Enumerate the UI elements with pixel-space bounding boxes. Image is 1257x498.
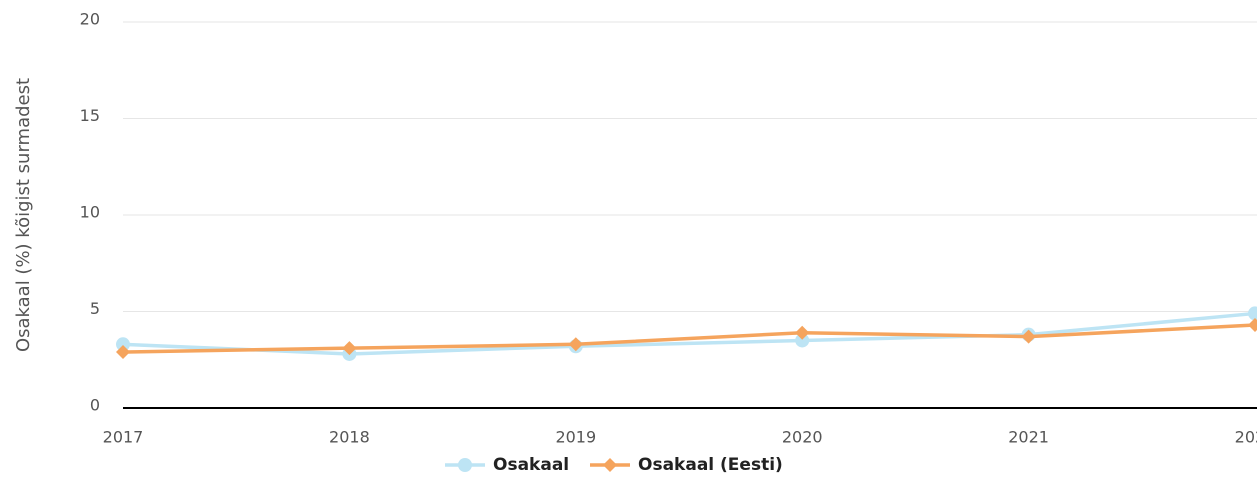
point	[342, 341, 357, 356]
y-tick-label: 0	[90, 396, 100, 415]
x-tick-label: 2017	[103, 428, 144, 447]
x-tick-label: 2019	[555, 428, 596, 447]
point	[1248, 318, 1257, 333]
legend-label: Osakaal (Eesti)	[638, 455, 783, 475]
point	[116, 345, 130, 360]
series-line	[122, 311, 1256, 356]
point	[795, 325, 810, 340]
y-tick-label: 5	[90, 299, 100, 318]
series-line	[122, 323, 1256, 354]
y-axis-label: Osakaal (%) kõigist surmadest	[13, 78, 34, 352]
y-tick-label: 20	[80, 10, 100, 29]
legend-label: Osakaal	[493, 455, 569, 475]
point	[458, 458, 472, 472]
point	[1248, 306, 1257, 321]
x-tick-label: 2018	[329, 428, 370, 447]
x-tick-label: 2022	[1235, 428, 1257, 447]
point	[116, 337, 130, 352]
y-tick-label: 10	[80, 203, 100, 222]
point	[603, 458, 617, 472]
x-tick-label: 2020	[782, 428, 823, 447]
y-tick-label: 15	[80, 106, 100, 125]
point	[1021, 329, 1036, 344]
point	[795, 333, 810, 348]
x-tick-label: 2021	[1008, 428, 1049, 447]
point	[568, 337, 583, 352]
